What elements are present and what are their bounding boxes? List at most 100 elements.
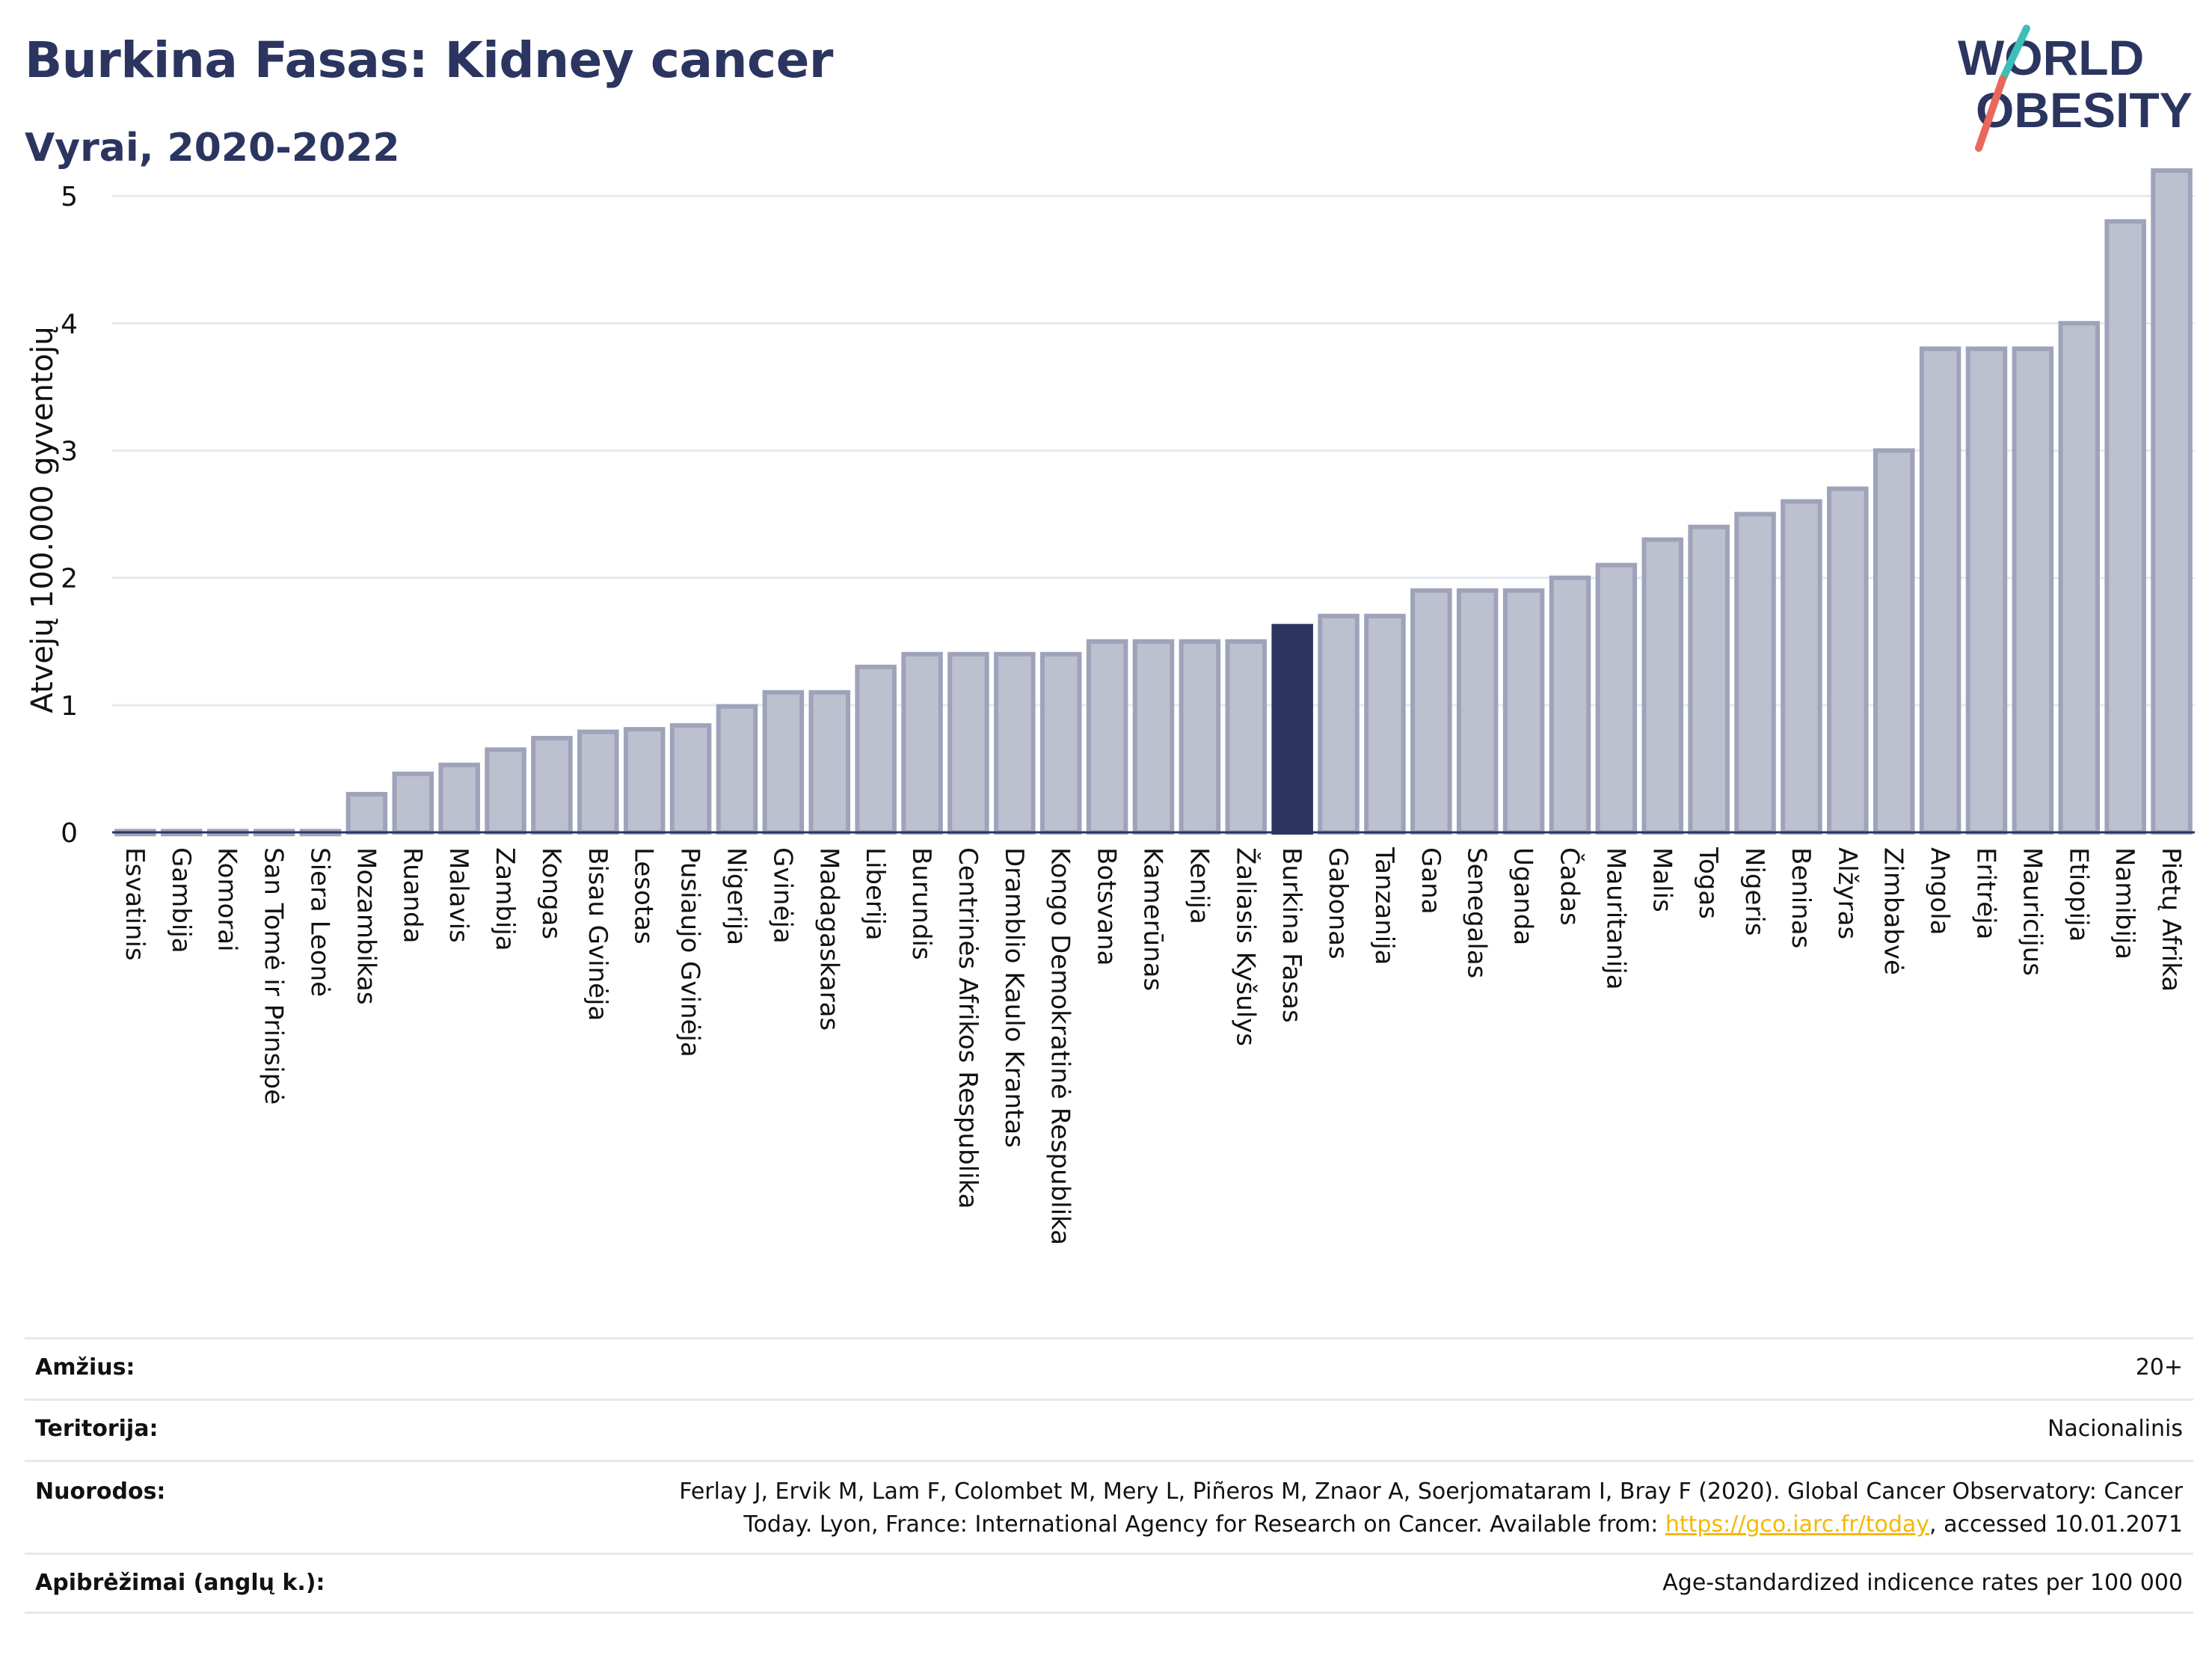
bar-country [1502,588,1545,835]
meta-value-territory: Nacionalinis [2047,1416,2183,1442]
x-tick-label: Namibija [2110,847,2139,959]
x-tick-label: Nigeris [1739,847,1769,936]
x-tick-label: Madagaskaras [814,847,844,1031]
bar-country [1872,448,1915,835]
x-tick-label: Alžyras [1832,847,1862,939]
bar-country [1179,639,1221,835]
x-tick-label: Gvinėja [767,847,797,944]
meta-value-definitions: Age-standardized indicence rates per 100… [1662,1570,2183,1596]
x-tick-label: Dramblio Kaulo Krantas [999,847,1029,1148]
x-tick-label: Eritrėja [1971,847,2001,939]
bar-country [1641,537,1684,835]
logo-slash-red [1975,76,2006,152]
meta-row-age: Amžius: 20+ [25,1337,2193,1398]
bar-country [531,736,573,835]
meta-row-definitions: Apibrėžimai (anglų k.): Age-standardized… [25,1553,2193,1614]
x-tick-label: Ruanda [397,847,427,943]
x-tick-label: Tanzanija [1369,847,1399,965]
x-tick-label: Burkina Fasas [1276,847,1306,1023]
bar-country [2151,168,2193,835]
bar-highlighted [1271,624,1313,835]
bar-country [901,651,943,835]
x-tick-label: Bisau Gvinėja [583,847,612,1021]
meta-label-age: Amžius: [35,1354,135,1381]
reference-line-2-post: , accessed 10.01.2071 [1929,1511,2183,1538]
x-tick-label: Čadas [1555,847,1585,926]
meta-label-definitions: Apibrėžimai (anglų k.): [35,1570,325,1596]
x-tick-label: Nigerija [722,847,752,945]
x-tick-label: Kenija [1184,847,1214,924]
bar-country [1364,613,1406,835]
y-tick-label: 0 [61,818,78,849]
x-tick-label: Gambija [166,847,196,954]
x-tick-label: Malavis [443,847,473,943]
meta-value-age: 20+ [2135,1354,2183,1381]
reference-line-2-pre: Today. Lyon, France: International Agenc… [743,1511,1665,1538]
x-tick-label: Kongas [536,847,566,939]
x-tick-label: Mozambikas [351,847,381,1005]
y-axis-ticks: 0 1 2 3 4 5 [61,182,78,849]
x-tick-label: Centrinės Afrikos Respublika [953,847,983,1209]
bar-country [438,762,480,835]
bar-country [2104,219,2146,835]
bar-country [669,723,712,835]
x-tick-label: Pusiaujo Gvinėja [675,847,705,1057]
y-tick-label: 1 [61,691,78,722]
bar-country [1225,639,1268,835]
reference-link[interactable]: https://gco.iarc.fr/today [1665,1511,1930,1538]
bar-country [1919,346,1961,835]
bar-country [1039,651,1082,835]
bar-country [577,729,619,835]
x-tick-label: Togas [1693,847,1723,919]
bar-country [1688,524,1730,835]
x-tick-label: Liberija [860,847,890,941]
bar-country [623,727,666,835]
bar-country [716,704,758,835]
bar-country [1456,588,1499,835]
y-tick-label: 3 [61,436,78,467]
x-tick-label: Kongo Demokratinė Respublika [1045,847,1075,1245]
bar-country [1827,486,1869,835]
bar-country [1410,588,1452,835]
x-tick-label: Mauritanija [1600,847,1630,990]
metadata-table: Amžius: 20+ Teritorija: Nacionalinis Nuo… [25,1337,2193,1614]
x-tick-label: Pietų Afrika [2156,847,2186,992]
y-tick-label: 4 [61,309,78,340]
x-tick-label: Etiopija [2063,847,2093,942]
bar-country [947,651,989,835]
bar-country [485,747,526,835]
reference-line-1: Ferlay J, Ervik M, Lam F, Colombet M, Me… [679,1479,2183,1505]
meta-value-references: Ferlay J, Ervik M, Lam F, Colombet M, Me… [679,1476,2193,1541]
y-tick-label: 2 [61,564,78,595]
world-obesity-logo: WORLD OBESITY [1958,25,2193,152]
page-title: Burkina Fasas: Kidney cancer [25,31,833,89]
bar-country [1132,639,1175,835]
bar-country [855,664,897,835]
bar-country [1318,613,1360,835]
bar-country [392,771,434,835]
bar-country [1595,562,1638,835]
meta-label-references: Nuorodos: [35,1479,166,1505]
bars [114,168,2193,837]
bar-country [345,791,388,835]
x-tick-label: Siera Leonė [305,847,335,997]
x-tick-label: Senegalas [1462,847,1492,978]
bar-country [1781,499,1822,835]
meta-row-references: Nuorodos: Ferlay J, Ervik M, Lam F, Colo… [25,1460,2193,1553]
logo-text-obesity: OBESITY [1976,82,2193,138]
bar-chart: 0 1 2 3 4 5 Esvatinis Gambija Komorai San Tomė i… [25,168,2195,1245]
logo-slash-teal [1999,25,2030,83]
x-tick-label: Žaliasis Kyšulys [1230,847,1261,1046]
x-tick-label: Gabonas [1323,847,1353,959]
page-subtitle: Vyrai, 2020-2022 [25,126,400,171]
bar-country [1086,639,1128,835]
bar-country [762,690,805,835]
x-tick-label: Angola [1925,847,1955,935]
bar-country [1965,346,2008,835]
x-tick-label: Kamerūnas [1138,847,1168,991]
bar-country [808,690,851,835]
meta-row-territory: Teritorija: Nacionalinis [25,1398,2193,1460]
x-tick-label: Uganda [1508,847,1538,945]
bar-country [2058,321,2101,835]
x-tick-label: San Tomė ir Prinsipė [259,847,289,1105]
